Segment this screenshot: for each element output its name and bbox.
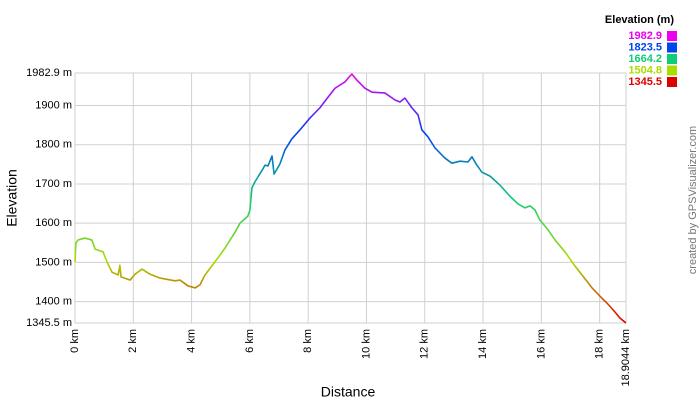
legend-swatch	[667, 42, 677, 53]
legend-label: 1664.2	[628, 53, 662, 65]
x-tick-label: 14 km	[477, 329, 489, 359]
legend-label: 1345.5	[628, 76, 662, 88]
y-tick-label: 1400 m	[35, 296, 72, 308]
x-tick-label: 12 km	[419, 329, 431, 359]
credit: created by GPSVisualizer.com	[687, 126, 699, 274]
x-tick-label: 0 km	[69, 329, 81, 353]
y-tick-label: 1982.9 m	[26, 67, 72, 79]
legend-swatch	[667, 54, 677, 64]
y-tick-label: 1500 m	[35, 256, 72, 268]
y-tick-label: 1600 m	[35, 217, 72, 229]
y-tick-label: 1900 m	[35, 99, 72, 111]
y-axis-title: Elevation	[4, 169, 20, 227]
x-tick-label: 6 km	[244, 329, 256, 353]
y-tick-label: 1700 m	[35, 178, 72, 190]
legend-label: 1982.9	[628, 30, 662, 42]
y-tick-label: 1800 m	[35, 139, 72, 151]
y-tick-label: 1345.5 m	[26, 317, 72, 329]
elevation-line	[74, 73, 627, 324]
legend-title: Elevation (m)	[605, 14, 674, 26]
x-tick-label: 4 km	[185, 329, 197, 353]
x-tick-label: 18 km	[594, 329, 606, 359]
x-tick-label: 18.9044 km	[620, 329, 632, 386]
x-axis-title: Distance	[321, 384, 376, 400]
legend-label: 1504.8	[628, 64, 662, 76]
x-tick-label: 2 km	[127, 329, 139, 353]
legend-swatch	[667, 65, 677, 76]
x-tick-label: 8 km	[302, 329, 314, 353]
x-tick-label: 16 km	[535, 329, 547, 359]
x-tick-label: 10 km	[360, 329, 372, 359]
legend-swatch	[667, 77, 677, 87]
legend-swatch	[667, 31, 677, 41]
legend-label: 1823.5	[628, 41, 662, 53]
